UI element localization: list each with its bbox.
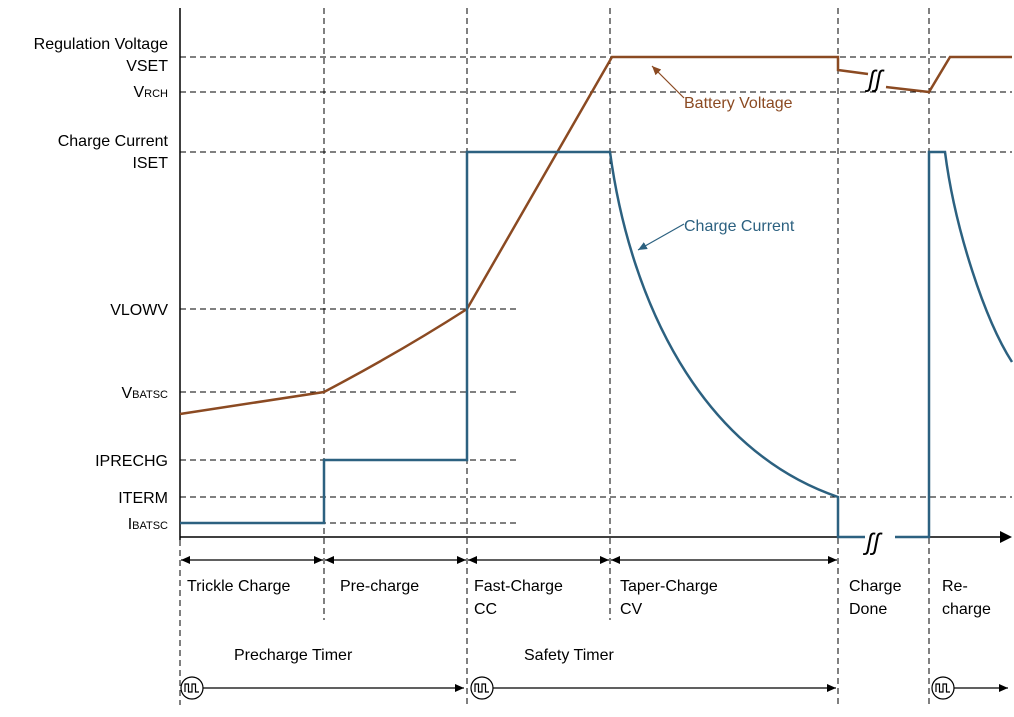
phase-pre-charge: Pre-charge	[340, 578, 419, 595]
label-vlowv: VLOWV	[110, 302, 168, 319]
phase-taper-charge-mode: CV	[620, 601, 643, 618]
break-symbol-voltage: ʃʃ	[864, 66, 885, 93]
charge-current-curve	[180, 150, 1014, 539]
phase-charge-done: Charge	[849, 578, 902, 595]
charge-current-label: Charge Current	[684, 218, 795, 235]
label-vrch: VRCH	[133, 84, 168, 101]
label-regulation-voltage: Regulation Voltage	[34, 36, 168, 53]
phase-fast-charge: Fast-Charge	[474, 578, 563, 595]
phase-recharge: Re-	[942, 578, 968, 595]
label-vset: VSET	[126, 58, 168, 75]
safety-timer-label: Safety Timer	[524, 647, 614, 664]
phase-boundaries	[179, 8, 930, 705]
precharge-timer-label: Precharge Timer	[234, 647, 353, 664]
phase-recharge-2: charge	[942, 601, 991, 618]
phase-charge-done-2: Done	[849, 601, 887, 618]
label-ibatsc: IBATSC	[128, 516, 168, 533]
break-symbol-axis: ʃʃ	[862, 529, 883, 556]
pulse-timer-icon	[931, 676, 955, 700]
label-iprechg: IPRECHG	[95, 453, 168, 470]
charge-current-pointer	[637, 223, 685, 251]
battery-voltage-label: Battery Voltage	[684, 95, 793, 112]
phase-trickle-charge: Trickle Charge	[187, 578, 291, 595]
x-axis-arrow-icon	[1000, 531, 1012, 543]
label-vbatsc: VBATSC	[121, 385, 168, 402]
label-iterm: ITERM	[118, 490, 168, 507]
reference-levels	[180, 56, 1012, 524]
battery-voltage-pointer	[651, 65, 685, 99]
phase-fast-charge-mode: CC	[474, 601, 497, 618]
battery-voltage-curve	[179, 55, 1012, 416]
phase-taper-charge: Taper-Charge	[620, 578, 718, 595]
label-charge-current: Charge Current	[58, 133, 169, 150]
label-iset: ISET	[132, 155, 168, 172]
pulse-timer-icon	[180, 676, 204, 700]
pulse-timer-icon	[470, 676, 494, 700]
